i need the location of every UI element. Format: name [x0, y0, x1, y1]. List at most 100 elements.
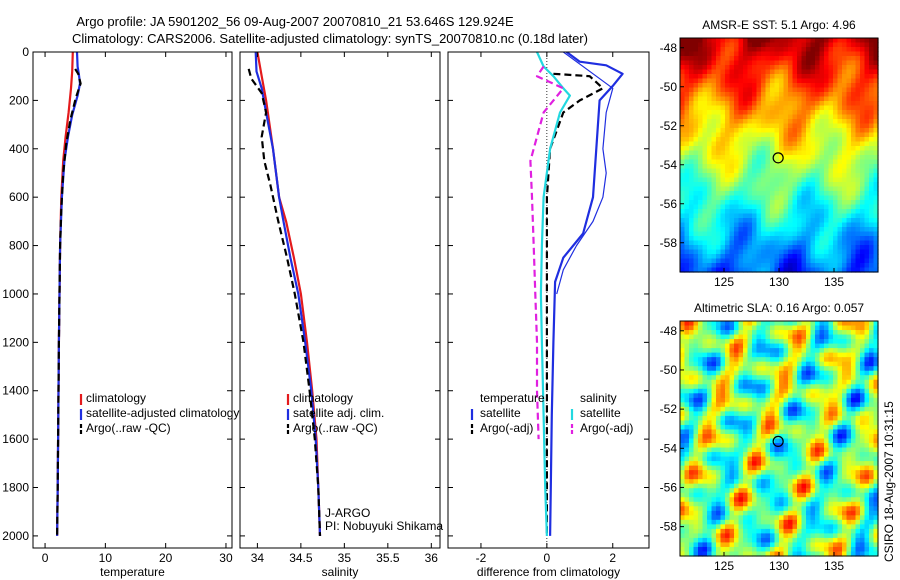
heatmap-cell — [761, 83, 767, 89]
heatmap-cell — [711, 263, 717, 269]
x-tick-label: 0 — [544, 551, 551, 565]
heatmap-cell — [738, 218, 744, 224]
heatmap-cell — [824, 195, 830, 201]
heatmap-cell — [846, 488, 852, 494]
heatmap-cell — [824, 173, 830, 179]
heatmap-cell — [711, 258, 717, 264]
heatmap-cell — [756, 325, 762, 331]
heatmap-cell — [680, 519, 686, 525]
heatmap-cell — [720, 245, 726, 251]
heatmap-cell — [765, 213, 771, 219]
heatmap-cell — [810, 105, 816, 111]
heatmap-cell — [747, 397, 753, 403]
heatmap-cell — [824, 375, 830, 381]
heatmap-cell — [729, 110, 735, 116]
heatmap-cell — [770, 470, 776, 476]
heatmap-cell — [869, 321, 875, 327]
heatmap-cell — [738, 546, 744, 553]
heatmap-cell — [698, 339, 704, 345]
heatmap-cell — [797, 186, 803, 192]
heatmap-cell — [729, 168, 735, 174]
heatmap-cell — [680, 132, 686, 138]
heatmap-cell — [774, 245, 780, 251]
heatmap-cell — [707, 470, 713, 476]
heatmap-cell — [873, 38, 879, 44]
heatmap-cell — [788, 96, 794, 102]
heatmap-cell — [864, 470, 870, 476]
heatmap-cell — [770, 519, 776, 525]
heatmap-cell — [716, 352, 722, 358]
heatmap-cell — [792, 141, 798, 147]
heatmap-cell — [819, 42, 825, 48]
heatmap-cell — [680, 47, 686, 53]
heatmap-cell — [801, 56, 807, 62]
heatmap-cell — [855, 146, 861, 152]
heatmap-cell — [855, 92, 861, 98]
heatmap-cell — [720, 123, 726, 129]
heatmap-cell — [770, 141, 776, 147]
heatmap-cell — [801, 366, 807, 372]
heatmap-cell — [828, 42, 834, 48]
series-group — [56, 52, 82, 536]
heatmap-cell — [738, 542, 744, 548]
heatmap-cell — [783, 173, 789, 179]
heatmap-cell — [698, 222, 704, 228]
heatmap-cell — [711, 173, 717, 179]
argo-position-marker — [772, 152, 784, 164]
heatmap-cell — [734, 501, 740, 507]
heatmap-cell — [860, 393, 866, 399]
heatmap-cell — [720, 411, 726, 417]
heatmap-cell — [837, 465, 843, 471]
heatmap-cell — [761, 510, 767, 516]
heatmap-cell — [846, 65, 852, 71]
heatmap-cell — [774, 474, 780, 480]
heatmap-cell — [873, 384, 879, 390]
heatmap-cell — [846, 379, 852, 385]
heatmap-cell — [711, 92, 717, 98]
heatmap-cell — [756, 110, 762, 116]
heatmap-cell — [756, 92, 762, 98]
heatmap-cell — [792, 348, 798, 354]
heatmap-cell — [756, 343, 762, 349]
heatmap-cell — [873, 173, 879, 179]
heatmap-cell — [693, 150, 699, 156]
heatmap-cell — [747, 325, 753, 331]
heatmap-cell — [770, 343, 776, 349]
heatmap-cell — [869, 456, 875, 462]
heatmap-cell — [684, 182, 690, 188]
heatmap-cell — [725, 388, 731, 394]
heatmap-cell — [761, 155, 767, 161]
heatmap-cell — [716, 150, 722, 156]
heatmap-cell — [860, 78, 866, 84]
heatmap-cell — [684, 461, 690, 467]
heatmap-cell — [842, 92, 848, 98]
heatmap-cell — [783, 182, 789, 188]
heatmap-cell — [752, 92, 758, 98]
heatmap-cell — [815, 132, 821, 138]
heatmap-cell — [761, 384, 767, 390]
heatmap-cell — [842, 424, 848, 431]
heatmap-cell — [716, 209, 722, 215]
heatmap-cell — [702, 366, 708, 372]
heatmap-cell — [738, 483, 744, 489]
heatmap-cell — [729, 397, 735, 403]
heatmap-cell — [734, 231, 740, 237]
heatmap-cell — [770, 537, 776, 544]
heatmap-cell — [833, 366, 839, 372]
heatmap-cell — [716, 240, 722, 246]
heatmap-cell — [680, 69, 686, 75]
heatmap-cell — [846, 501, 852, 507]
heatmap-cell — [864, 150, 870, 156]
heatmap-cell — [846, 191, 852, 197]
heatmap-cell — [842, 456, 848, 462]
heatmap-cell — [684, 56, 690, 62]
heatmap-cell — [693, 379, 699, 385]
heatmap-cell — [815, 240, 821, 246]
heatmap-cell — [851, 182, 857, 188]
heatmap-cell — [756, 267, 762, 273]
heatmap-cell — [684, 96, 690, 102]
heatmap-cell — [788, 452, 794, 458]
heatmap-cell — [756, 186, 762, 192]
heatmap-cell — [846, 551, 852, 557]
heatmap-cell — [864, 352, 870, 358]
